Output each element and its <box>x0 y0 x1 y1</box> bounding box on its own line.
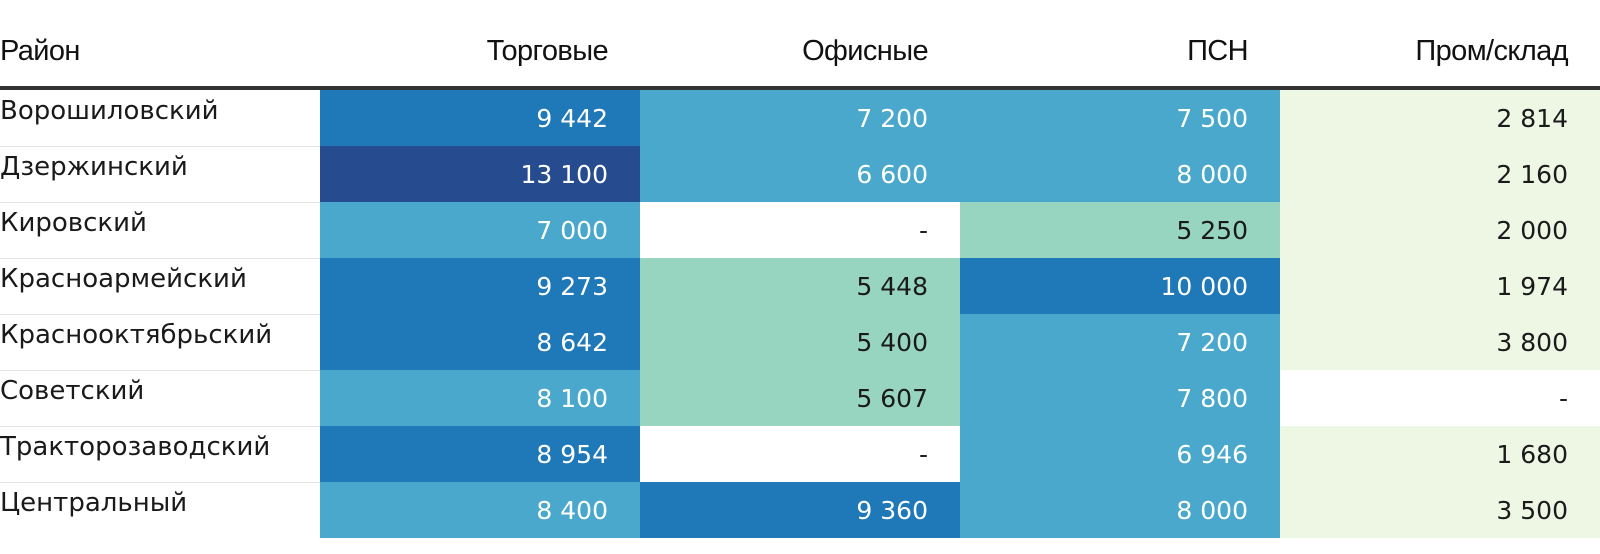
header-divider <box>0 86 1600 90</box>
heatmap-cell: 8 400 <box>320 482 640 538</box>
heatmap-cell: 8 954 <box>320 426 640 482</box>
column-header-4: Пром/склад <box>1415 35 1568 67</box>
heatmap-cell: 13 100 <box>320 146 640 202</box>
heatmap-cell: - <box>640 426 960 482</box>
heatmap-cell: 7 500 <box>960 90 1280 146</box>
heatmap-cell: 6 946 <box>960 426 1280 482</box>
heatmap-cell: 5 400 <box>640 314 960 370</box>
heatmap-cell: 2 814 <box>1280 90 1600 146</box>
heatmap-cell: 5 250 <box>960 202 1280 258</box>
heatmap-cell: 6 600 <box>640 146 960 202</box>
heatmap-cell: 7 200 <box>960 314 1280 370</box>
heatmap-cell: 1 680 <box>1280 426 1600 482</box>
row-label: Краснооктябрьский <box>0 320 273 350</box>
heatmap-cell: 9 360 <box>640 482 960 538</box>
heatmap-cell: 10 000 <box>960 258 1280 314</box>
heatmap-cell: 2 000 <box>1280 202 1600 258</box>
heatmap-cell: 3 500 <box>1280 482 1600 538</box>
row-label: Дзержинский <box>0 152 188 182</box>
column-header-2: Офисные <box>802 35 929 67</box>
row-label: Тракторозаводский <box>0 432 271 462</box>
heatmap-cell: 2 160 <box>1280 146 1600 202</box>
heatmap-cell: 8 100 <box>320 370 640 426</box>
row-label: Центральный <box>0 488 188 518</box>
row-label: Ворошиловский <box>0 96 219 126</box>
heatmap-cell: - <box>640 202 960 258</box>
heatmap-cell: 3 800 <box>1280 314 1600 370</box>
column-header-1: Торговые <box>486 35 609 67</box>
heatmap-cell: 5 448 <box>640 258 960 314</box>
heatmap-cell: 9 273 <box>320 258 640 314</box>
heatmap-cell: 9 442 <box>320 90 640 146</box>
heatmap-cell: 1 974 <box>1280 258 1600 314</box>
heatmap-cell: - <box>1280 370 1600 426</box>
row-label: Кировский <box>0 208 147 238</box>
heatmap-cell: 5 607 <box>640 370 960 426</box>
heatmap-cell: 8 000 <box>960 146 1280 202</box>
heatmap-cell: 8 642 <box>320 314 640 370</box>
heatmap-cell: 7 200 <box>640 90 960 146</box>
row-label: Красноармейский <box>0 264 247 294</box>
heatmap-cell: 7 000 <box>320 202 640 258</box>
row-label: Советский <box>0 376 145 406</box>
heatmap-cell: 8 000 <box>960 482 1280 538</box>
heatmap-cell: 7 800 <box>960 370 1280 426</box>
column-header-0: Район <box>0 35 80 67</box>
column-header-3: ПСН <box>1187 35 1249 67</box>
